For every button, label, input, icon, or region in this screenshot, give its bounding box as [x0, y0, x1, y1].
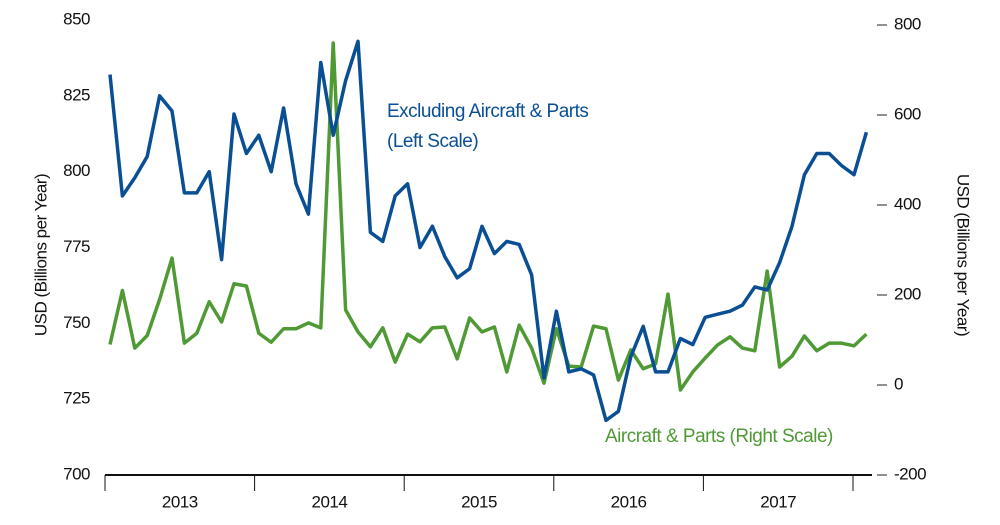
annotation: Aircraft & Parts (Right Scale): [605, 426, 833, 447]
x-tick-label: 2013: [162, 492, 198, 511]
y-tick-label: 800: [63, 161, 90, 180]
y-tick-label: 850: [63, 9, 90, 28]
y-tick-label: 725: [63, 389, 90, 408]
y2-axis-label: USD (Billions per Year): [954, 174, 973, 336]
annotation: Excluding Aircraft & Parts: [387, 101, 588, 122]
y2-tick-label: 200: [894, 284, 921, 303]
series-line: [108, 41, 868, 392]
annotation: (Left Scale): [387, 131, 478, 152]
y2-tick-label: 600: [894, 104, 921, 123]
y2-tick-label: 800: [894, 14, 921, 33]
y-tick-label: 700: [63, 464, 90, 483]
x-tick-label: 2017: [760, 492, 796, 511]
y-axis-label: USD (Billions per Year): [31, 174, 50, 336]
y2-tick-label: -200: [894, 464, 926, 483]
y-tick-label: 750: [63, 313, 90, 332]
y-tick-label: 825: [63, 85, 90, 104]
y2-tick-label: 0: [894, 374, 903, 393]
x-tick-label: 2016: [611, 492, 647, 511]
x-tick-label: 2015: [461, 492, 497, 511]
x-tick-label: 2014: [311, 492, 347, 511]
y-tick-label: 775: [63, 237, 90, 256]
y2-tick-label: 400: [894, 194, 921, 213]
series-line: [108, 39, 869, 423]
